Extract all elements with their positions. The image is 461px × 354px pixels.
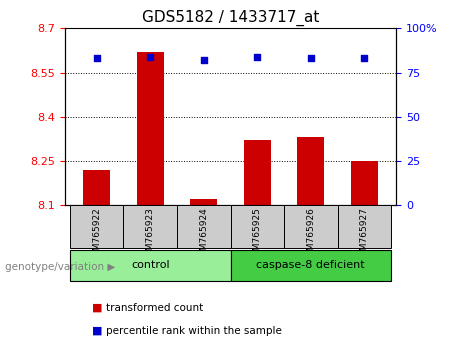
Text: GSM765925: GSM765925 [253, 207, 262, 262]
Text: transformed count: transformed count [106, 303, 203, 313]
Point [254, 54, 261, 59]
Text: percentile rank within the sample: percentile rank within the sample [106, 326, 282, 336]
Point [93, 56, 100, 61]
Text: ■: ■ [92, 326, 103, 336]
Bar [284, 205, 337, 248]
Text: genotype/variation ▶: genotype/variation ▶ [5, 262, 115, 272]
Text: control: control [131, 260, 170, 270]
Bar [83, 170, 110, 205]
Bar [177, 205, 230, 248]
Text: GSM765924: GSM765924 [199, 207, 208, 262]
Bar [137, 52, 164, 205]
Text: GSM765922: GSM765922 [92, 207, 101, 262]
Text: caspase-8 deficient: caspase-8 deficient [256, 260, 365, 270]
Bar [351, 161, 378, 205]
Bar [297, 137, 324, 205]
Bar [337, 205, 391, 248]
Text: GSM765923: GSM765923 [146, 207, 155, 262]
Point [147, 54, 154, 59]
Bar [124, 205, 177, 248]
Bar [244, 141, 271, 205]
Bar [190, 199, 217, 205]
Title: GDS5182 / 1433717_at: GDS5182 / 1433717_at [142, 9, 319, 25]
Bar [70, 250, 230, 281]
Point [361, 56, 368, 61]
Bar [230, 205, 284, 248]
Bar [70, 205, 124, 248]
Point [307, 56, 314, 61]
Point [200, 57, 207, 63]
Text: GSM765926: GSM765926 [306, 207, 315, 262]
Text: GSM765927: GSM765927 [360, 207, 369, 262]
Bar [230, 250, 391, 281]
Text: ■: ■ [92, 303, 103, 313]
